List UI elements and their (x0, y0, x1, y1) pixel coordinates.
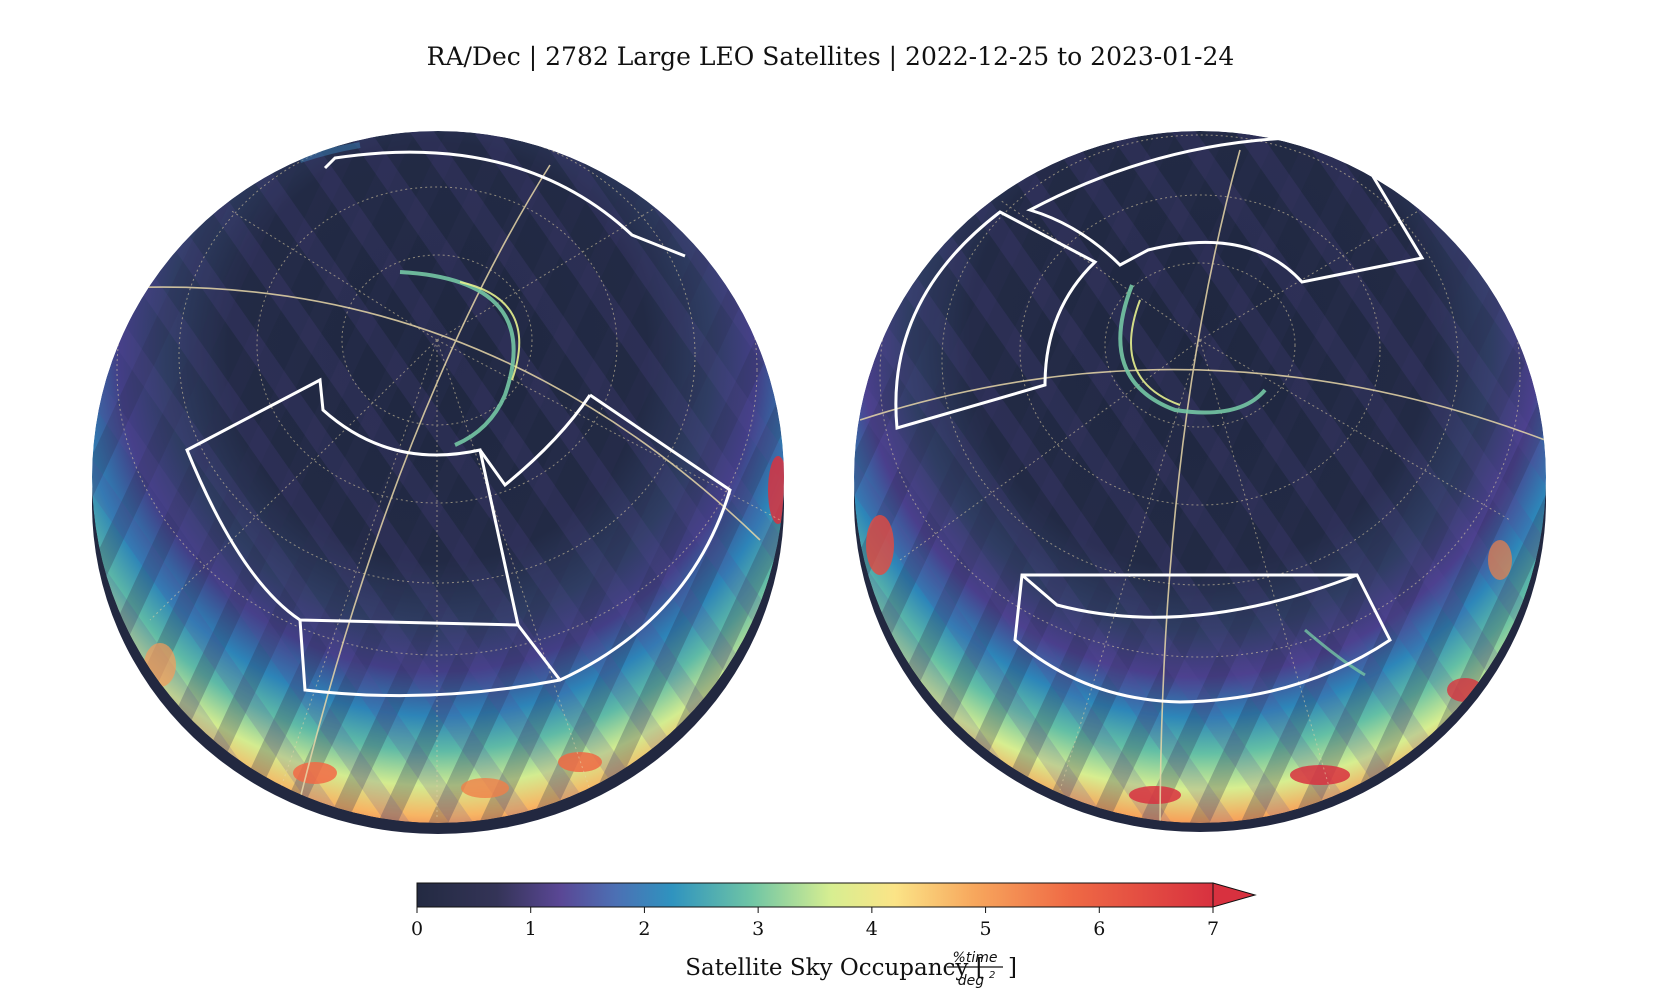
globe-right (854, 131, 1546, 832)
colorbar-gradient (416, 882, 1214, 908)
globe-right-footprints (894, 135, 1425, 704)
colorbar-tick-label: 3 (752, 918, 764, 940)
unit-suffix: ] (1008, 955, 1017, 981)
unit-exponent: 2 (989, 970, 995, 981)
globe-left-graticule (116, 131, 781, 820)
colorbar-tick-label: 4 (866, 918, 878, 940)
colorbar-tick-label: 7 (1207, 918, 1219, 940)
colorbar-tick-label: 6 (1093, 918, 1105, 940)
unit-numerator: %time (953, 950, 998, 966)
colorbar-tick-label: 5 (980, 918, 992, 940)
globe-right-graticule (879, 131, 1521, 791)
chart-title: RA/Dec | 2782 Large LEO Satellites | 202… (426, 42, 1235, 71)
colorbar-tick-label: 2 (638, 918, 650, 940)
colorbar-tick-label: 0 (411, 918, 423, 940)
colorbar: 0 1 2 3 4 5 6 7 Satellite Sky Occupancy [ %time… (411, 882, 1257, 989)
unit-denominator: deg (958, 973, 985, 989)
globe-left-footprints (185, 150, 732, 698)
globe-left (92, 131, 784, 834)
colorbar-extend-arrow (1212, 882, 1257, 908)
colorbar-label-unit: %time deg 2 ] (947, 950, 1017, 989)
colorbar-label: Satellite Sky Occupancy [ (685, 955, 984, 981)
colorbar-tick-label: 1 (525, 918, 537, 940)
